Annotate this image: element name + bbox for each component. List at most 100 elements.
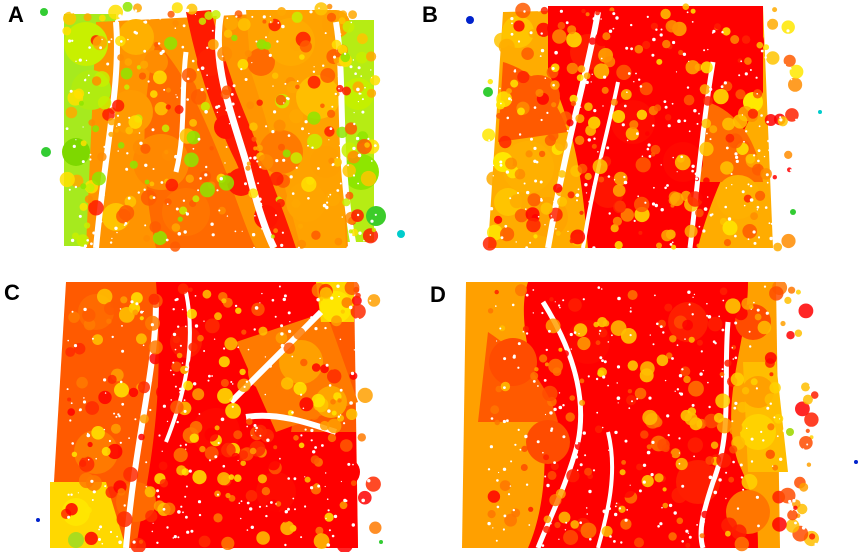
panel-d-particle <box>510 342 518 351</box>
panel-c-gap <box>95 457 97 460</box>
panel-c-gap <box>274 315 277 318</box>
panel-b-gap <box>724 205 727 209</box>
panel-c-particle <box>155 458 169 472</box>
panel-c-particle <box>85 401 100 415</box>
panel-a-particle <box>128 115 143 129</box>
panel-d-gap <box>614 505 617 508</box>
panel-d-gap <box>687 532 690 534</box>
panel-d-particle <box>620 518 632 530</box>
panel-a-particle <box>91 76 102 86</box>
panel-d-gap <box>638 489 642 493</box>
panel-c-gap <box>264 393 267 396</box>
panel-d-gap <box>792 499 796 503</box>
panel-c-particle <box>283 342 295 354</box>
panel-a-particle <box>199 182 215 198</box>
panel-d-gap <box>629 334 632 337</box>
panel-a: A <box>8 2 416 254</box>
panel-a-gap <box>361 110 365 114</box>
panel-b-particle <box>660 8 671 20</box>
panel-d-gap <box>558 538 560 540</box>
panel-c-particle <box>339 501 348 510</box>
panel-a-gap <box>226 17 229 20</box>
panel-a-particle <box>277 7 287 16</box>
panel-b-gap <box>550 215 552 217</box>
panel-b-gap <box>769 236 773 241</box>
panel-a-particle <box>338 17 346 25</box>
panel-c-gap <box>265 514 268 518</box>
panel-c-gap <box>275 503 277 505</box>
panel-c-gap <box>349 401 353 405</box>
panel-a-particle <box>327 109 336 118</box>
panel-a-particle <box>348 229 353 234</box>
panel-a-gap <box>355 136 360 141</box>
panel-c-particle <box>214 425 220 431</box>
panel-a-label: A <box>8 2 24 27</box>
panel-d-particle <box>641 475 654 488</box>
panel-b-particle <box>671 244 677 250</box>
panel-a-particle <box>223 16 239 31</box>
panel-a-particle <box>153 70 167 85</box>
panel-b-particle <box>527 193 541 207</box>
panel-a-particle <box>122 2 133 12</box>
panel-d-gap <box>601 359 604 362</box>
panel-b-particle <box>654 104 662 112</box>
panel-a-particle <box>59 171 75 188</box>
panel-a-gap <box>143 21 145 23</box>
panel-b-gap <box>607 175 611 178</box>
panel-d-particle <box>512 316 517 322</box>
panel-d-gap <box>791 509 793 511</box>
panel-b-gap <box>597 151 599 153</box>
panel-b-gap <box>788 15 793 19</box>
panel-b-gap <box>796 146 799 149</box>
panel-a-gap <box>291 192 295 195</box>
panel-c-gap <box>325 363 329 367</box>
panel-d-gap <box>541 311 544 315</box>
panel-c-gap <box>73 344 78 348</box>
panel-d-particle <box>568 298 582 312</box>
panel-a-particle <box>273 228 278 234</box>
panel-d-particle <box>530 372 539 380</box>
panel-d-particle <box>772 517 787 532</box>
panel-c-gap <box>119 441 122 444</box>
panel-b-particle <box>756 41 764 49</box>
panel-d-particle <box>713 412 724 423</box>
panel-d-gap <box>543 379 547 382</box>
panel-d-label: D <box>430 282 446 307</box>
panel-a-gap <box>353 122 356 126</box>
panel-d-particle <box>636 463 643 471</box>
panel-a-particle <box>171 223 181 232</box>
panel-c-gap <box>185 515 188 519</box>
panel-a-particle <box>273 119 286 132</box>
panel-a-gap <box>251 15 254 18</box>
panel-d-particle <box>666 352 673 359</box>
panel-c-particle <box>173 447 188 463</box>
panel-c-particle <box>131 292 143 304</box>
panel-b-gap <box>660 28 663 31</box>
panel-b-gap <box>794 47 797 50</box>
panel-c-gap <box>121 349 125 353</box>
panel-d-particle <box>809 533 816 540</box>
panel-c-gap <box>361 498 366 503</box>
panel-c-gap <box>339 388 343 392</box>
panel-d-gap <box>570 348 572 350</box>
panel-a-gap <box>352 59 355 61</box>
panel-a-gap <box>224 162 226 164</box>
panel-c-particle <box>256 531 270 545</box>
panel-b-gap <box>694 172 698 176</box>
panel-a-particle <box>344 122 358 135</box>
panel-d-particle <box>565 412 575 422</box>
panel-c-gap <box>174 298 178 302</box>
panel-b-gap <box>682 52 687 56</box>
panel-d-gap <box>596 411 599 414</box>
panel-a-particle <box>320 68 336 83</box>
panel-a-particle <box>165 104 171 110</box>
panel-c-particle <box>162 502 176 516</box>
panel-a-gap <box>107 40 111 44</box>
panel-a-gap <box>114 226 118 230</box>
panel-d-gap <box>517 366 520 369</box>
panel-a-gap <box>111 237 113 240</box>
panel-d-particle <box>515 284 527 297</box>
panel-a-gap <box>87 74 90 77</box>
panel-a-gap <box>165 238 169 242</box>
panel-d-gap <box>801 526 806 530</box>
